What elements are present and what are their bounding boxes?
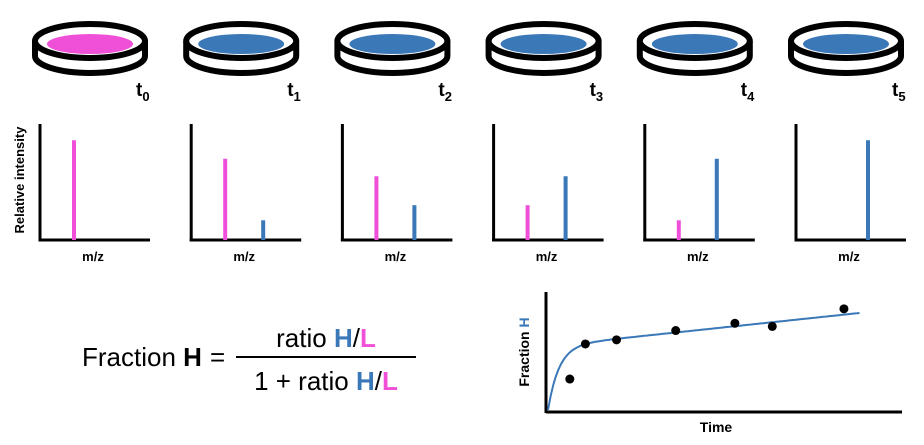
timepoint-subscript: 3 [596,89,603,104]
dish-medium [47,34,133,54]
mass-spectrum: m/z [38,124,150,264]
spectrum-xlabel: m/z [233,249,255,264]
culture-dish: t3 [485,21,604,104]
formula-lhs-text: Fraction [82,342,183,372]
formula-lhs: Fraction H [82,342,202,372]
plot-ylabel-text: Fraction [516,328,532,387]
timepoint-base: t [741,80,748,101]
culture-dish: t4 [636,21,755,104]
spectrum-xlabel: m/z [82,249,104,264]
plot-point [612,335,622,345]
spectrum-xlabel: m/z [838,249,860,264]
timepoint-base: t [892,80,899,101]
fit-curve [547,312,860,411]
culture-dish: t0 [32,21,150,104]
dish-medium [803,34,889,54]
dish-medium [349,34,436,54]
formula-denominator: 1 + ratio H/L [254,366,398,396]
culture-dish-row: t0 t1 t2 t3 t4 t5 [32,21,906,104]
dish-medium [500,34,587,54]
fraction-h-formula: Fraction H = ratio H/L 1 + ratio H/L [82,323,416,396]
timepoint-label: t5 [892,80,906,104]
timepoint-subscript: 5 [898,89,905,104]
timepoint-label: t0 [136,80,150,104]
timepoint-base: t [287,80,294,101]
mass-spectrum: m/z [340,124,453,264]
plot-point [730,318,740,328]
plot-point [839,304,849,314]
formula-equals: = [210,342,225,372]
mass-spectrum: m/z [492,124,604,264]
denominator-h: H [356,366,375,396]
timepoint-subscript: 2 [445,89,452,104]
plot-xlabel: Time [700,419,733,435]
timepoint-label: t1 [287,80,301,104]
spectrum-xlabel: m/z [536,249,558,264]
numerator-text: ratio [276,323,334,353]
timepoint-label: t4 [741,80,755,104]
culture-dish: t5 [788,21,906,104]
denominator-text: 1 + ratio [254,366,356,396]
relative-intensity-label: Relative intensity [12,126,27,234]
mass-spectrum-row: m/z m/z m/z m/z m/z m/z [38,124,906,264]
numerator-l: L [360,323,376,353]
plot-point [767,321,777,331]
culture-dish: t1 [183,21,301,104]
dish-medium [651,34,738,54]
timepoint-base: t [136,80,143,101]
timepoint-base: t [438,80,445,101]
timepoint-subscript: 1 [294,89,301,104]
timepoint-label: t2 [438,80,452,104]
timepoint-subscript: 4 [747,89,755,104]
plot-ylabel: Fraction H [516,317,532,386]
formula-lhs-h-symbol: H [183,342,202,372]
numerator-h: H [334,323,353,353]
denominator-slash: / [375,366,383,396]
numerator-slash: / [353,323,361,353]
mass-spectrum: m/z [643,124,755,264]
timepoint-subscript: 0 [142,89,149,104]
spectrum-xlabel: m/z [687,249,709,264]
denominator-l: L [382,366,398,396]
fraction-h-time-plot: Time Fraction H [516,292,902,435]
timepoint-label: t3 [590,80,604,104]
dish-medium [198,34,285,54]
plot-ylabel-h: H [516,317,532,327]
plot-points [565,304,849,384]
mass-spectrum: m/z [794,124,906,264]
plot-point [565,374,575,384]
mass-spectrum: m/z [189,124,302,264]
culture-dish: t2 [334,21,452,104]
spectrum-xlabel: m/z [385,249,407,264]
plot-point [580,339,590,349]
timepoint-base: t [590,80,597,101]
formula-numerator: ratio H/L [276,323,376,353]
plot-point [671,326,681,336]
